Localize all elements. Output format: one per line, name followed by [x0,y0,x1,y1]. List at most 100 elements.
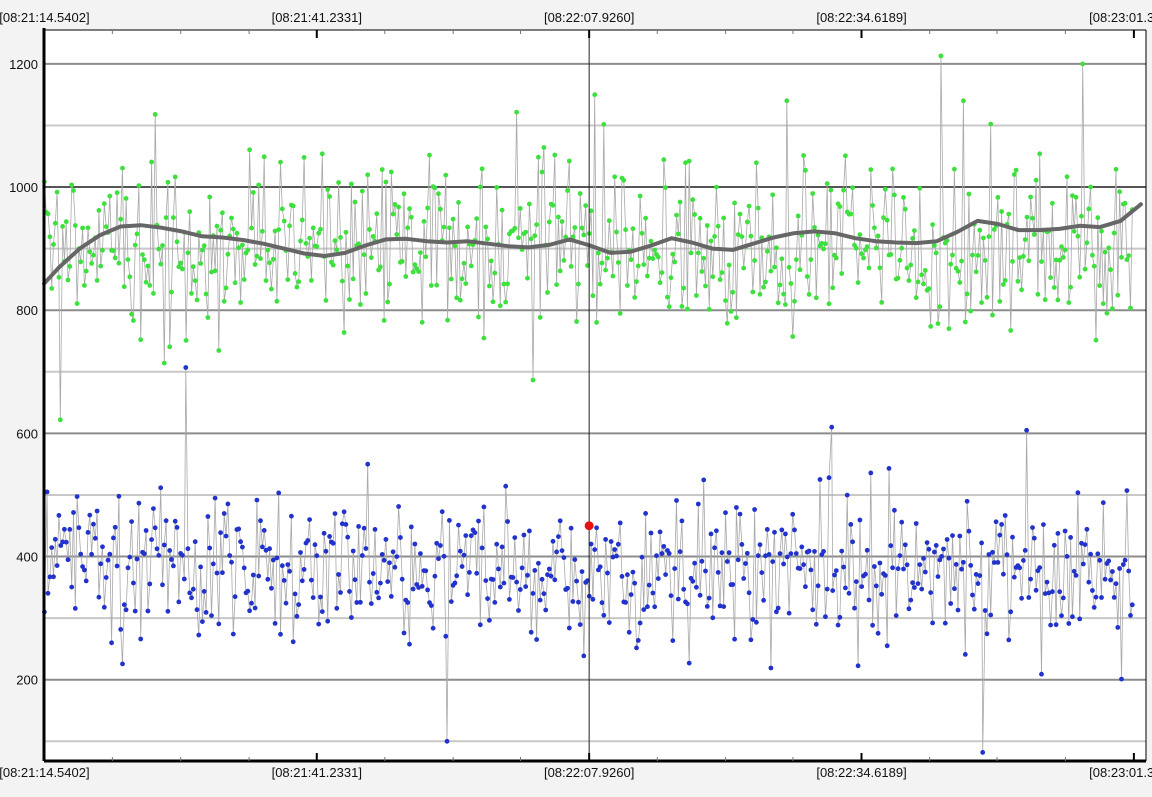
series-lower-point [67,527,73,532]
series-upper-point [795,213,801,219]
series-lower-point [240,544,245,550]
series-upper-point [554,282,559,287]
series-upper-point [47,234,53,240]
series-lower-point [430,625,436,631]
series-lower-point [935,574,941,579]
series-upper-point [625,283,630,288]
series-lower-point [971,606,977,612]
series-lower-point [744,550,750,556]
series-upper-point [536,154,541,160]
series-lower-point [463,533,469,538]
series-lower-point [141,551,147,556]
series-lower-point [597,564,603,570]
series-lower-point [793,551,799,556]
series-lower-point [608,539,614,544]
series-upper-point [559,219,565,224]
series-upper-point [557,268,563,274]
series-lower-point [915,581,921,586]
series-upper-point [468,263,474,269]
series-lower-point [1119,676,1124,682]
series-lower-point [695,501,701,507]
series-lower-point [49,545,55,550]
series-lower-point [334,605,340,611]
series-upper-point [583,203,589,209]
series-upper-point [875,233,881,239]
series-upper-point [65,277,71,283]
series-upper-point [252,262,258,267]
series-lower-point [354,600,360,605]
series-lower-point [1120,562,1126,567]
series-upper-point [103,224,109,230]
series-upper-point [270,256,276,262]
series-lower-point [895,566,901,572]
series-upper-point [452,243,458,249]
series-upper-point [666,304,672,310]
series-upper-point [741,265,747,271]
series-upper-point [839,271,845,276]
series-upper-point [189,291,194,296]
series-upper-point [394,232,400,237]
series-lower-point [1037,565,1043,570]
series-lower-point [1097,557,1103,563]
series-upper-point [710,274,716,280]
series-upper-point [136,183,142,189]
series-upper-point [207,194,213,200]
series-lower-point [924,540,930,545]
x-tick-label-bottom: [08:21:41.2331] [272,765,362,780]
series-upper-point [358,302,363,307]
series-lower-point [98,561,104,567]
series-upper-point [370,234,376,239]
series-lower-point [419,583,425,589]
series-upper-point [299,217,305,223]
series-lower-point [1046,590,1052,596]
series-upper-point [249,225,254,231]
series-lower-point [236,526,242,532]
series-lower-point [594,525,599,531]
series-lower-point [439,509,445,515]
series-lower-point [556,534,561,539]
series-upper-point [938,53,944,59]
series-upper-point [902,206,908,212]
series-lower-point [1099,595,1104,600]
series-upper-point [843,153,848,159]
series-lower-point [129,519,135,524]
series-upper-point [307,235,312,241]
series-lower-point [833,568,839,573]
time-cursor[interactable] [584,30,594,761]
series-upper-point [238,300,244,305]
series-lower-point [310,595,316,600]
series-lower-point [528,629,534,635]
series-lower-point [539,576,545,582]
series-lower-point [980,750,986,755]
series-lower-point [321,530,327,536]
series-upper-point [757,291,763,297]
series-upper-point [428,283,434,288]
series-upper-point [512,225,518,231]
series-upper-point [285,277,291,282]
series-upper-point [450,216,456,222]
series-lower-point [932,549,937,555]
series-lower-point [496,566,501,572]
series-lower-point [245,588,251,594]
series-upper-point [180,266,185,272]
series-lower-point [1068,535,1073,540]
series-upper-point [739,234,745,240]
series-upper-point [915,279,921,285]
series-upper-point [85,225,91,231]
series-upper-point [888,252,894,257]
series-upper-point [614,229,619,235]
series-upper-point [494,185,500,190]
series-upper-point [359,188,365,194]
series-lower-point [919,586,925,592]
series-lower-point [837,614,843,620]
series-lower-point [472,530,478,536]
series-upper-point [487,283,492,289]
series-upper-point [349,181,354,187]
series-lower-point [988,612,994,618]
series-lower-point [643,511,648,516]
series-upper-point [1064,174,1070,180]
series-upper-point [919,272,925,278]
series-upper-point [868,167,874,173]
series-upper-point [309,278,314,283]
